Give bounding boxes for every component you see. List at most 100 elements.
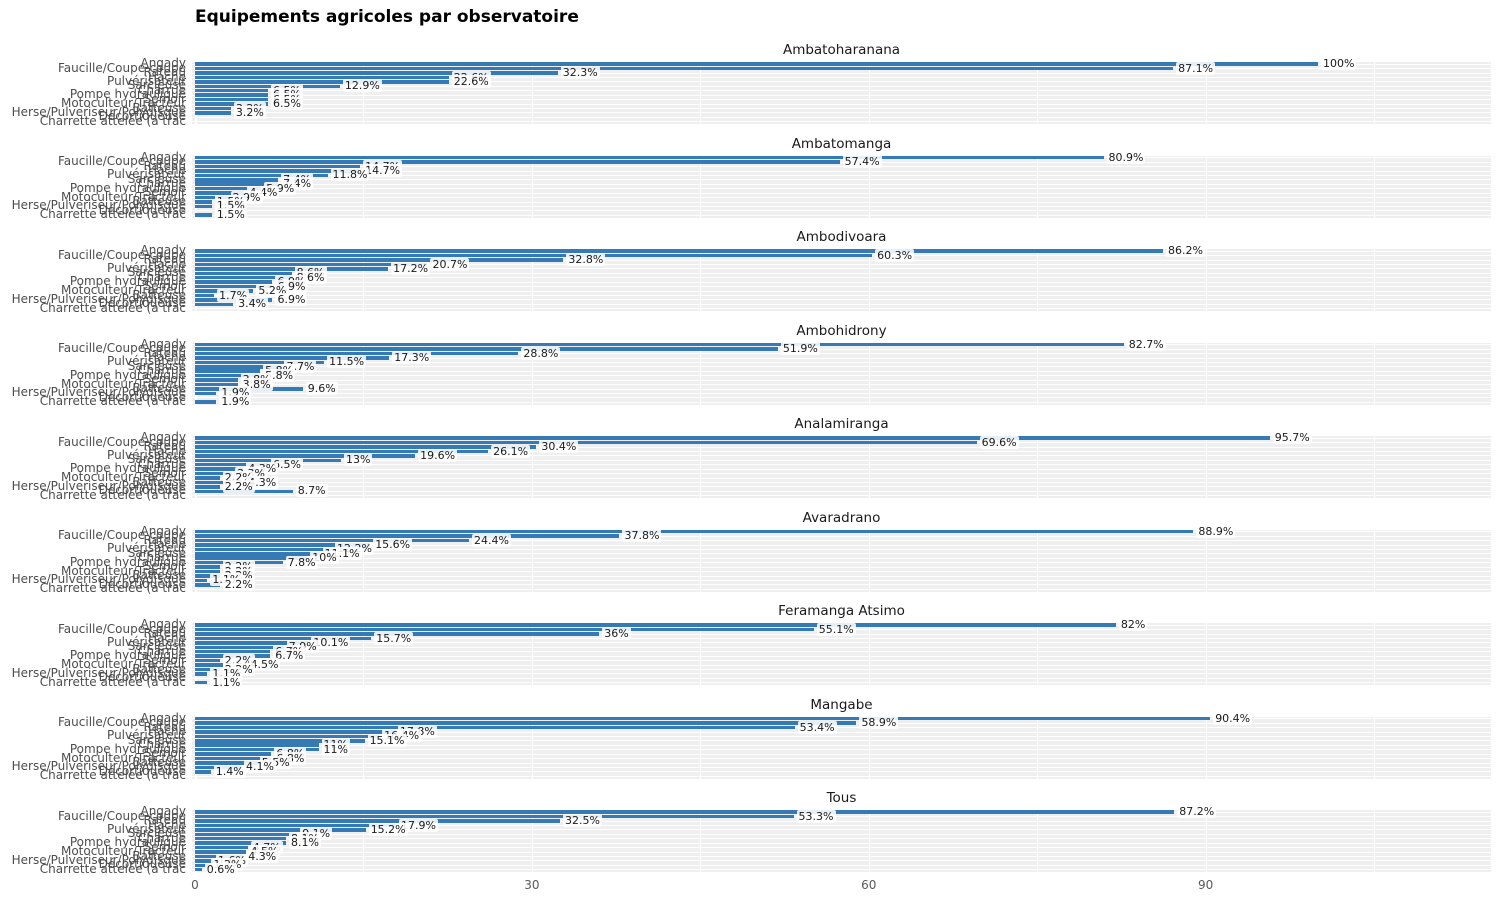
gridline-horizontal: [192, 468, 1491, 470]
y-axis-label: Décortiqueuse: [98, 857, 186, 872]
y-axis-label: Décortiqueuse: [98, 483, 186, 498]
gridline-horizontal: [192, 544, 1491, 546]
gridline-horizontal: [192, 277, 1491, 279]
y-axis-label: Rateau: [143, 158, 186, 173]
facet-panel: 88.9%37.8%24.4%15.6%12.2%11.1%10%7.8%2.2…: [192, 524, 1491, 592]
y-axis-label: Décortiqueuse: [98, 576, 186, 591]
y-axis-label: Batteuse: [132, 100, 186, 115]
gridline-major: [1205, 342, 1208, 405]
y-axis-label: Pompe hydraulique: [69, 274, 186, 289]
gridline-horizontal: [192, 744, 1491, 746]
y-axis-label: Faucille/Coupe-coupe: [58, 808, 186, 823]
bar-value-label: 30.4%: [539, 440, 579, 454]
facet-panel: 82.7%51.9%28.8%17.3%11.5%7.7%5.8%5.8%3.8…: [192, 337, 1491, 409]
y-axis-label: Angady: [140, 430, 186, 445]
gridline-horizontal: [192, 370, 1491, 372]
gridline-horizontal: [192, 366, 1491, 368]
bar-value-label: 26.1%: [491, 444, 531, 458]
gridline-major: [195, 249, 197, 311]
gridline-horizontal: [192, 820, 1491, 822]
bar: [195, 485, 220, 489]
gridline-horizontal: [192, 299, 1491, 301]
bar-value-label: 88.9%: [1196, 524, 1236, 538]
facet-title: Tous: [826, 790, 857, 806]
gridline-horizontal: [192, 566, 1491, 568]
facet-title: Mangabe: [810, 696, 873, 713]
bar: [195, 645, 284, 650]
gridline-horizontal: [192, 682, 1491, 684]
y-axis-label: Charrue: [138, 82, 186, 97]
y-axis-label: Pompe hydraulique: [69, 87, 186, 102]
gridline-horizontal: [192, 655, 1491, 657]
bar-value-label: 86.2%: [1166, 244, 1205, 258]
bar-value-label: 51.9%: [780, 342, 820, 356]
y-axis-label: Semoir: [143, 652, 186, 667]
bar-value-label: 20.7%: [430, 257, 470, 271]
facet-title: Analamiranga: [794, 416, 889, 432]
gridline-horizontal: [192, 864, 1491, 866]
y-axis-label: Motoculteur/Tracteur: [60, 283, 186, 298]
bar-value-label: 15.1%: [367, 733, 407, 747]
y-axis-label: Herse/Pulveriseur/Polydisque: [11, 104, 186, 119]
bar: [195, 747, 319, 752]
gridline-minor: [1037, 623, 1039, 685]
gridline-minor: [1374, 716, 1376, 779]
bar: [195, 841, 286, 845]
y-axis-label: Charrue: [138, 176, 186, 191]
y-axis-label: Pompe hydraulique: [69, 367, 186, 382]
bar: [195, 627, 814, 632]
y-axis-label: Pulvérisateur: [107, 354, 186, 369]
gridline-horizontal: [192, 451, 1491, 452]
bar-value-label: 9.6%: [305, 382, 338, 395]
gridline-major: [195, 342, 197, 405]
bar-value-label: 69.6%: [979, 435, 1019, 449]
gridline-horizontal: [192, 753, 1491, 755]
gridline-horizontal: [192, 286, 1491, 288]
gridline-horizontal: [192, 353, 1491, 355]
gridline-horizontal: [192, 816, 1491, 818]
gridline-horizontal: [192, 727, 1491, 729]
y-axis-label: Pompe hydraulique: [69, 835, 186, 850]
chart-title: Equipements agricoles par observatoire: [195, 7, 579, 27]
bar: [195, 578, 208, 583]
y-axis-label: Sarcleuse: [127, 639, 186, 654]
gridline-horizontal: [192, 749, 1491, 751]
gridline-horizontal: [192, 77, 1491, 78]
gridline-horizontal: [192, 638, 1491, 639]
bar: [195, 169, 361, 173]
y-axis-label: Pulvérisateur: [107, 260, 186, 275]
bar: [195, 663, 246, 667]
x-axis-tick-label: 90: [1198, 878, 1214, 892]
gridline-minor: [700, 623, 702, 685]
gridline-minor: [700, 436, 702, 498]
y-axis-label: Charrette attelée (à trac: [39, 394, 186, 409]
bar: [195, 454, 416, 458]
gridline-major: [868, 436, 871, 498]
gridline-horizontal: [192, 651, 1491, 653]
y-axis-label: Décortiqueuse: [98, 296, 186, 311]
y-axis-label: Faucille/Coupe-coupe: [58, 715, 186, 730]
bar: [195, 556, 308, 560]
y-axis-label: Charrette attelée (à trac: [39, 487, 186, 502]
bar: [195, 623, 1116, 627]
bar-value-label: 2.2%: [222, 577, 255, 591]
gridline-major: [1205, 62, 1208, 124]
gridline-horizontal: [192, 677, 1491, 679]
gridline-horizontal: [192, 379, 1491, 381]
bar-value-label: 15.7%: [374, 631, 414, 645]
bar: [195, 721, 857, 725]
bar-value-label: 57.4%: [842, 155, 882, 169]
gridline-horizontal: [192, 205, 1491, 207]
bar: [195, 97, 268, 102]
bar-value-label: 100%: [1321, 57, 1357, 71]
y-axis-label: Motoculteur/Tracteur: [60, 844, 186, 859]
bar-value-label: 1.5%: [214, 208, 247, 222]
gridline-horizontal: [192, 72, 1491, 74]
bar: [195, 84, 340, 89]
gridline-minor: [363, 436, 365, 498]
gridline-major: [195, 529, 197, 592]
gridline-minor: [1037, 62, 1039, 124]
gridline-horizontal: [192, 201, 1491, 203]
gridline-horizontal: [192, 731, 1491, 733]
gridline-horizontal: [192, 392, 1491, 394]
